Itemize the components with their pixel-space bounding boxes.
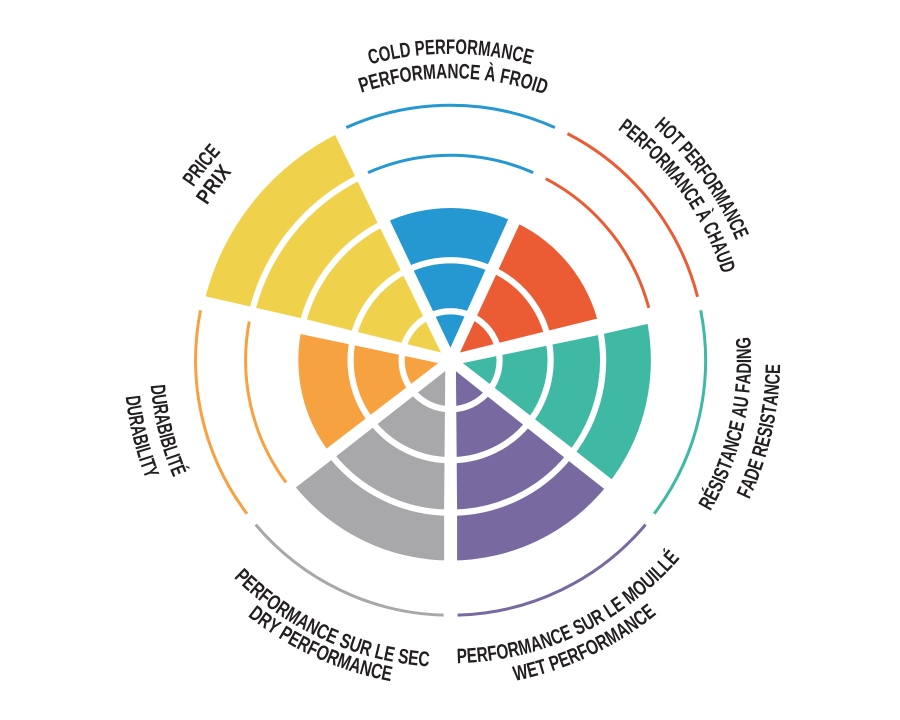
svg-text:U: U	[122, 404, 147, 418]
svg-text:F: F	[731, 383, 755, 394]
svg-text:N: N	[447, 59, 458, 83]
svg-text:O: O	[494, 638, 510, 664]
svg-text:S: S	[396, 644, 410, 669]
svg-text:I: I	[155, 431, 179, 441]
svg-text:D: D	[121, 394, 146, 407]
svg-text:F: F	[446, 35, 455, 58]
svg-text:A: A	[489, 38, 503, 62]
svg-text:R: R	[124, 413, 149, 427]
svg-text:E: E	[424, 36, 435, 60]
svg-text:G: G	[732, 337, 756, 350]
svg-text:S: S	[756, 412, 781, 426]
svg-text:C: C	[458, 59, 470, 83]
svg-text:R: R	[505, 636, 521, 662]
svg-text:M: M	[422, 59, 436, 84]
svg-text:E: E	[469, 59, 481, 84]
svg-text:R: R	[410, 60, 424, 85]
svg-text:F: F	[486, 640, 499, 665]
svg-text:E: E	[761, 364, 784, 375]
svg-text:R: R	[148, 402, 173, 416]
svg-text:C: C	[417, 646, 430, 671]
svg-text:C: C	[369, 658, 385, 684]
svg-text:O: O	[398, 62, 414, 88]
svg-text:P: P	[456, 643, 467, 667]
svg-text:U: U	[147, 393, 172, 406]
svg-text:W: W	[511, 659, 531, 686]
svg-text:L: L	[388, 40, 401, 64]
svg-text:D: D	[398, 38, 412, 62]
svg-text:N: N	[732, 348, 755, 359]
svg-text:P: P	[414, 36, 426, 60]
svg-text:I: I	[161, 451, 184, 462]
svg-text:A: A	[150, 412, 175, 427]
svg-text:T: T	[757, 403, 781, 415]
svg-text:I: I	[733, 359, 756, 363]
svg-text:D: D	[732, 363, 755, 374]
svg-text:I: I	[529, 71, 540, 95]
svg-text:I: I	[755, 421, 778, 430]
svg-text:À: À	[483, 61, 497, 86]
svg-text:N: N	[760, 383, 784, 396]
svg-text:E: E	[380, 660, 395, 685]
svg-text:C: C	[510, 42, 525, 67]
svg-text:O: O	[455, 35, 467, 58]
svg-text:A: A	[727, 405, 752, 420]
svg-text:I: I	[131, 441, 155, 451]
svg-text:R: R	[466, 36, 478, 60]
svg-text:F: F	[498, 63, 512, 88]
svg-text:M: M	[515, 633, 533, 659]
svg-text:A: A	[436, 59, 448, 83]
svg-text:U: U	[729, 395, 753, 409]
svg-text:E: E	[466, 643, 478, 668]
svg-text:R: R	[376, 66, 392, 92]
svg-text:I: I	[134, 453, 158, 464]
svg-text:C: C	[761, 373, 785, 385]
svg-text:R: R	[475, 642, 489, 667]
svg-text:O: O	[377, 41, 393, 66]
svg-text:D: D	[146, 383, 170, 396]
svg-text:A: A	[759, 393, 783, 406]
svg-text:R: R	[507, 65, 523, 91]
svg-text:A: A	[732, 373, 756, 385]
svg-text:M: M	[477, 37, 492, 61]
svg-text:R: R	[435, 35, 447, 58]
svg-text:E: E	[407, 645, 420, 670]
svg-text:N: N	[500, 40, 515, 65]
svg-text:F: F	[388, 64, 402, 89]
svg-text:E: E	[382, 641, 397, 666]
